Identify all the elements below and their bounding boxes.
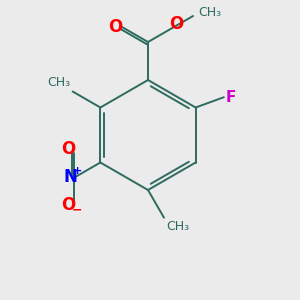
Text: N: N <box>64 169 77 187</box>
Text: CH₃: CH₃ <box>198 7 221 20</box>
Text: CH₃: CH₃ <box>47 76 71 89</box>
Text: +: + <box>73 167 82 176</box>
Text: CH₃: CH₃ <box>166 220 189 233</box>
Text: O: O <box>108 18 122 36</box>
Text: O: O <box>61 140 76 158</box>
Text: F: F <box>226 90 236 105</box>
Text: O: O <box>61 196 76 214</box>
Text: O: O <box>169 15 183 33</box>
Text: −: − <box>72 203 83 216</box>
